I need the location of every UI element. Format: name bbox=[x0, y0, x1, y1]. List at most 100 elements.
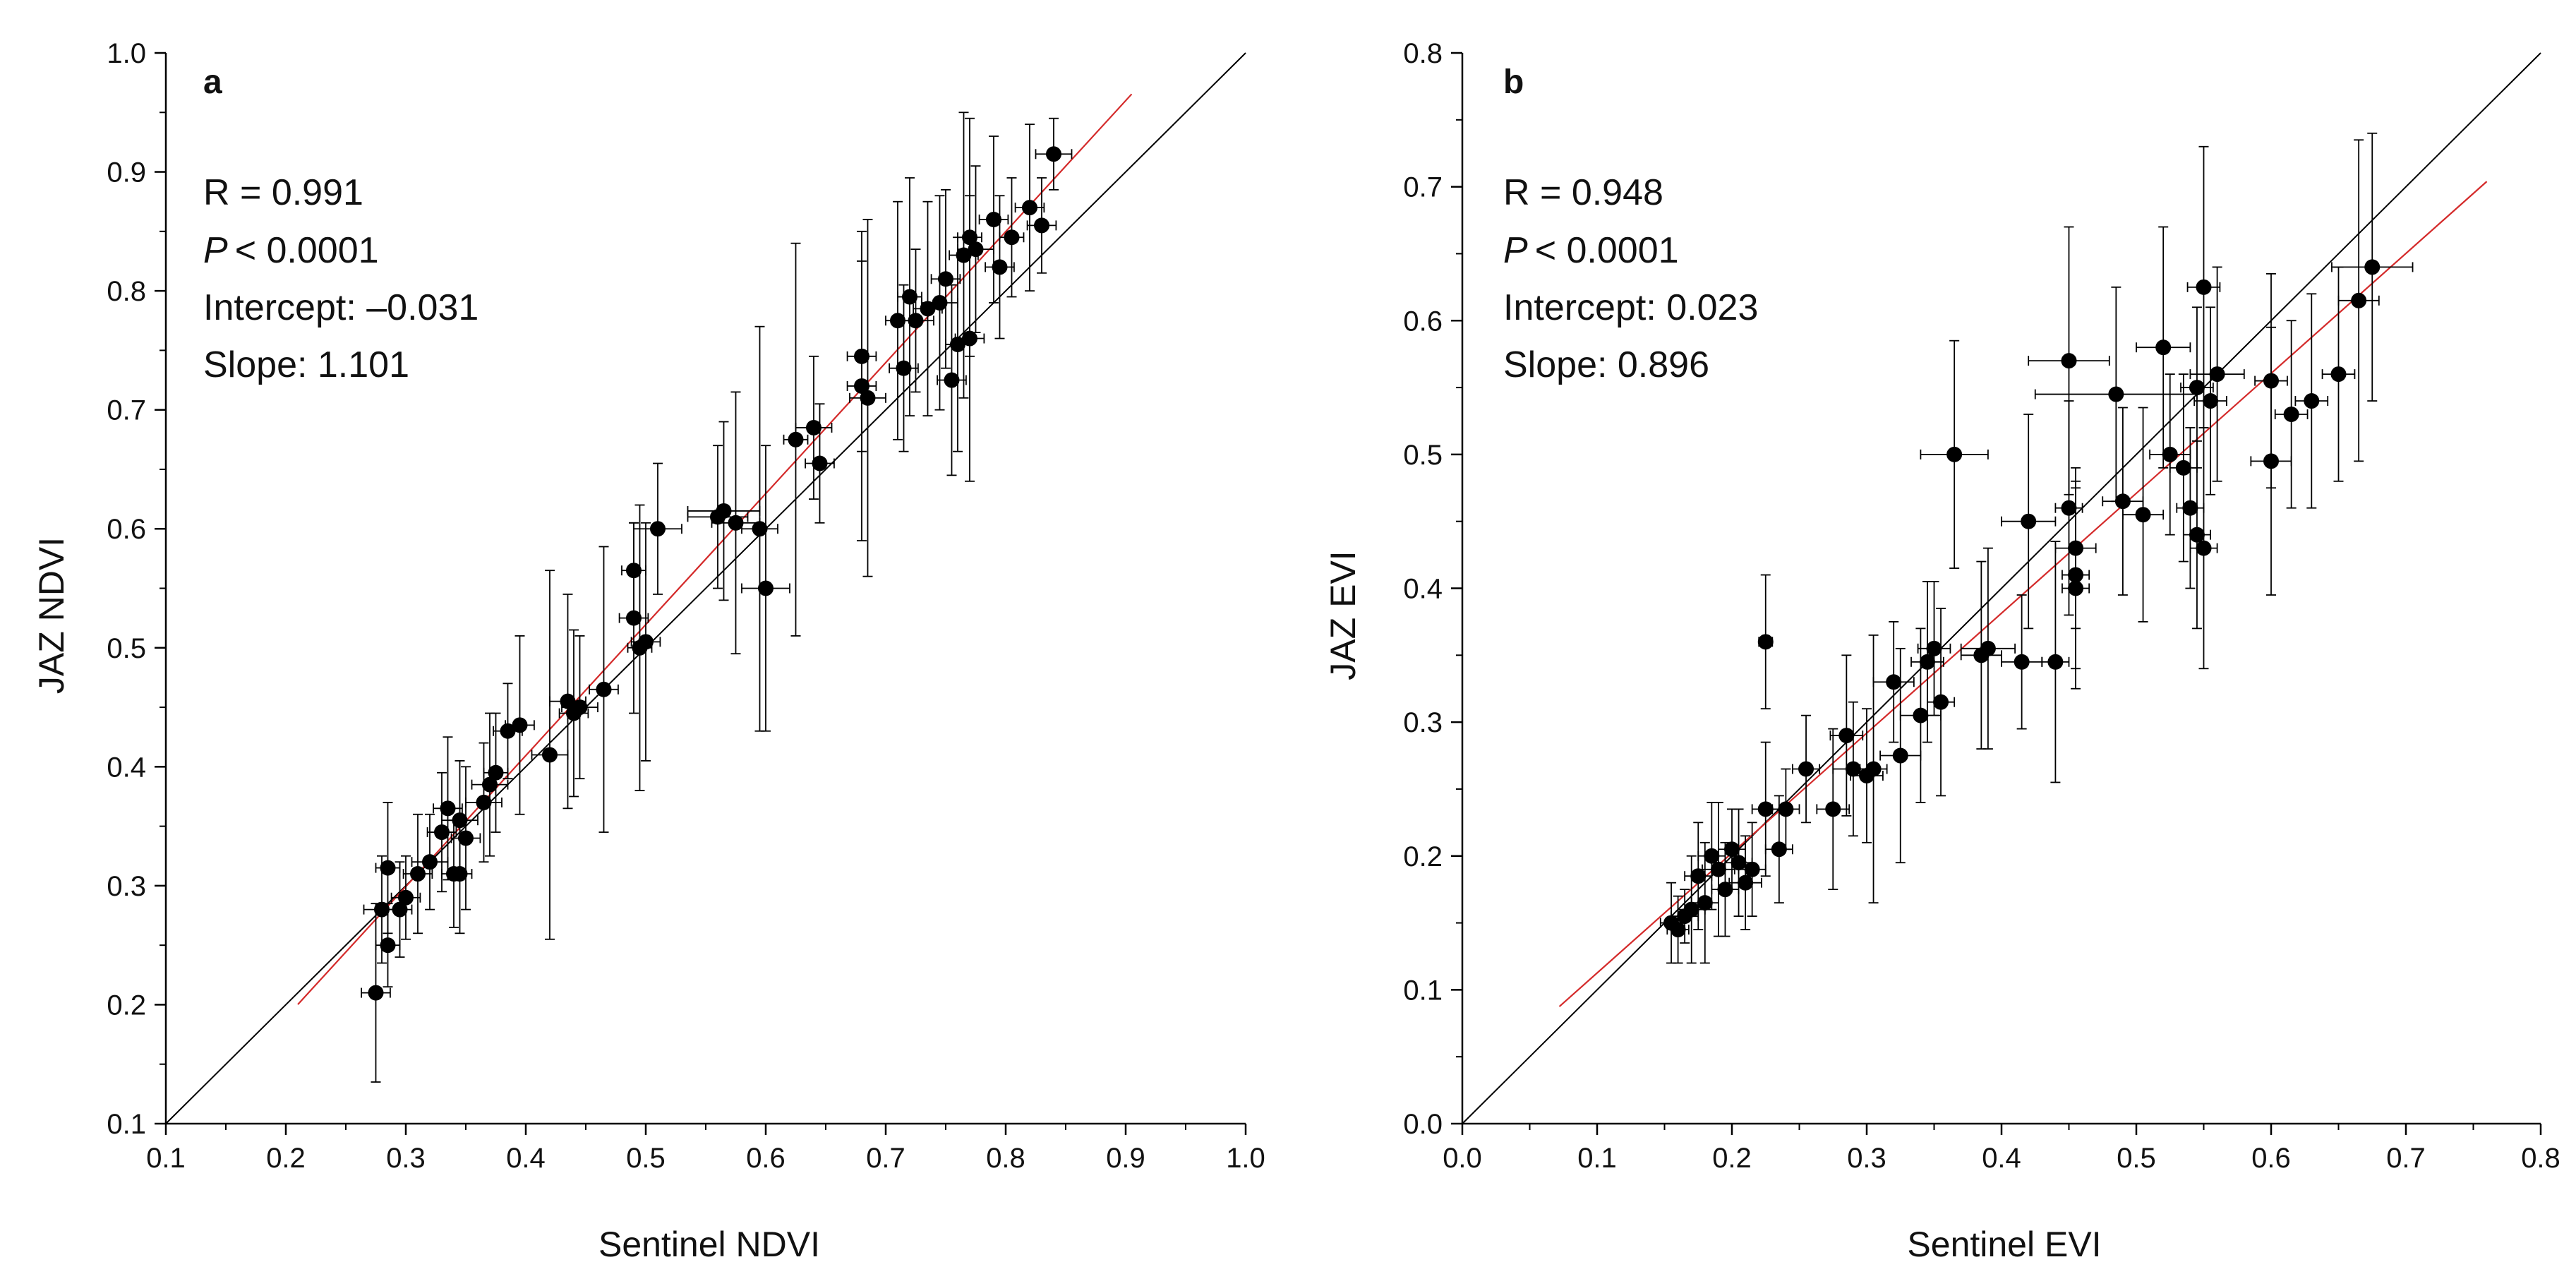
panel-b-point-marker bbox=[1697, 895, 1713, 911]
panel-b-point-marker bbox=[1744, 861, 1760, 877]
panel-a-point-marker bbox=[752, 521, 768, 537]
panel-b-point-marker bbox=[1919, 654, 1935, 670]
panel-a-axes: 0.1 0.2 0.3 0.4 0.5 0.6 0.7 0.8 0.9 1.0 0.1 0.2 0.3 0… bbox=[107, 38, 1265, 1174]
panel-a-point-marker bbox=[1034, 217, 1049, 234]
panel-b-point-marker bbox=[2114, 493, 2131, 510]
chart-panel-a: 0.1 0.2 0.3 0.4 0.5 0.6 0.7 0.8 0.9 1.0 0.1 0.2 0.3 0… bbox=[32, 38, 1265, 1264]
panel-a-slope: Slope: 1.101 bbox=[203, 344, 409, 385]
panel-a-point-23 bbox=[589, 546, 619, 833]
panel-b-point-marker bbox=[1892, 747, 1908, 764]
panel-a-y-tick-label: 0.9 bbox=[107, 157, 146, 188]
panel-b-point-marker bbox=[1710, 861, 1726, 877]
panel-a-point-55 bbox=[999, 177, 1025, 298]
panel-a-point-56 bbox=[1014, 124, 1045, 292]
panel-a-x-tick-label: 0.4 bbox=[506, 1143, 546, 1174]
panel-b-point-48 bbox=[2182, 440, 2211, 630]
panel-b-point-marker bbox=[1771, 841, 1787, 858]
panel-b-point-30 bbox=[1960, 560, 2002, 750]
panel-b-point-marker bbox=[1778, 801, 1794, 817]
panel-b-x-tick-label: 0.3 bbox=[1847, 1143, 1886, 1174]
panel-b-point-31 bbox=[1960, 547, 2016, 750]
panel-b-x-axis-title: Sentinel EVI bbox=[1907, 1225, 2101, 1264]
panel-b-point-marker bbox=[1670, 922, 1686, 938]
panel-b-point-marker bbox=[2155, 339, 2172, 356]
panel-b-x-tick-label: 0.5 bbox=[2117, 1143, 2156, 1174]
panel-b-point-marker bbox=[1926, 640, 1942, 656]
panel-a-fit-line bbox=[297, 93, 1133, 1005]
panel-a-point-marker bbox=[650, 521, 666, 537]
panel-a-point-20 bbox=[549, 594, 586, 810]
panel-a-point-6 bbox=[402, 813, 433, 935]
panel-b-point-marker bbox=[2047, 654, 2064, 670]
panel-b-point-22 bbox=[1859, 634, 1888, 904]
panel-a-point-9 bbox=[433, 736, 463, 881]
panel-b-point-marker bbox=[1946, 446, 1963, 462]
panel-b-point-54 bbox=[2254, 272, 2288, 489]
panel-b-point-marker bbox=[1683, 901, 1699, 918]
panel-a-y-tick-label: 0.3 bbox=[107, 871, 146, 902]
panel-a-point-marker bbox=[716, 503, 732, 519]
panel-a-point-marker bbox=[812, 455, 828, 471]
panel-b-point-marker bbox=[2263, 373, 2279, 389]
panel-b-point-marker bbox=[1913, 707, 1929, 723]
panel-a-y-tick-label: 0.7 bbox=[107, 395, 146, 426]
panel-b-point-50 bbox=[2189, 427, 2218, 670]
panel-b-slope: Slope: 0.896 bbox=[1503, 344, 1709, 385]
panel-b-one-to-one-line bbox=[1462, 52, 2541, 1124]
panel-a-point-54 bbox=[985, 195, 1015, 339]
panel-b-p-text: < 0.0001 bbox=[1535, 230, 1679, 271]
panel-a-point-marker bbox=[452, 866, 468, 882]
panel-b-point-3 bbox=[1677, 855, 1706, 964]
panel-a-x-tick-label: 0.8 bbox=[986, 1143, 1025, 1174]
panel-a-x-tick-label: 0.9 bbox=[1106, 1143, 1145, 1174]
panel-a-r-value: R = 0.991 bbox=[203, 172, 363, 213]
panel-a-point-35 bbox=[795, 355, 833, 500]
panel-a-p-value: P < 0.0001 bbox=[203, 230, 379, 271]
panel-b-point-marker bbox=[1731, 855, 1747, 871]
panel-a-point-47 bbox=[937, 284, 967, 476]
panel-b-point-marker bbox=[1757, 801, 1774, 817]
panel-a-point-48 bbox=[945, 236, 970, 452]
panel-a-point-marker bbox=[476, 794, 492, 810]
panel-b-point-marker bbox=[2189, 527, 2205, 543]
panel-b-y-tick-label: 0.4 bbox=[1403, 574, 1443, 605]
panel-b-point-marker bbox=[1757, 634, 1774, 650]
panel-a-point-43 bbox=[897, 248, 934, 393]
panel-b-point-marker bbox=[2175, 459, 2191, 476]
panel-a-point-marker bbox=[728, 515, 744, 531]
panel-b-point-18 bbox=[1816, 728, 1850, 891]
panel-a-letter: a bbox=[203, 64, 222, 101]
panel-a-point-marker bbox=[422, 854, 438, 870]
panel-a-marks bbox=[165, 52, 1246, 1124]
panel-a-point-12 bbox=[450, 766, 481, 911]
panel-b-point-26 bbox=[1910, 581, 1944, 743]
panel-a-point-15 bbox=[471, 712, 509, 857]
panel-b-point-34 bbox=[2041, 541, 2070, 783]
panel-a-point-36 bbox=[805, 403, 835, 524]
panel-b-x-tick-label: 0.1 bbox=[1577, 1143, 1617, 1174]
panel-a-point-marker bbox=[596, 681, 612, 697]
panel-b-point-marker bbox=[1825, 801, 1841, 817]
panel-a-point-19 bbox=[531, 570, 569, 940]
panel-a-point-marker bbox=[368, 985, 384, 1001]
panel-a-point-28 bbox=[633, 462, 682, 595]
panel-b-r-value: R = 0.948 bbox=[1503, 172, 1663, 213]
panel-b-y-tick-label: 0.0 bbox=[1403, 1109, 1443, 1140]
panel-b-y-tick-label: 0.6 bbox=[1403, 306, 1443, 337]
panel-b-point-56 bbox=[2294, 293, 2329, 509]
panel-b-point-marker bbox=[1886, 674, 1902, 690]
panel-b-y-tick-label: 0.7 bbox=[1403, 172, 1443, 203]
panel-b-point-marker bbox=[1838, 728, 1855, 744]
panel-a-point-marker bbox=[500, 723, 516, 739]
panel-b-point-43 bbox=[2136, 226, 2191, 469]
panel-b-point-58 bbox=[2337, 139, 2380, 462]
panel-b-point-marker bbox=[2209, 366, 2225, 383]
panel-a-point-marker bbox=[482, 776, 498, 793]
panel-b-point-42 bbox=[2121, 407, 2165, 623]
panel-a-x-tick-label: 1.0 bbox=[1226, 1143, 1265, 1174]
panel-b-point-20 bbox=[1832, 701, 1874, 837]
panel-a-point-marker bbox=[512, 717, 528, 733]
panel-a-point-49 bbox=[949, 112, 979, 399]
panel-a-x-tick-label: 0.6 bbox=[746, 1143, 786, 1174]
panel-b-point-28 bbox=[1927, 608, 1956, 797]
